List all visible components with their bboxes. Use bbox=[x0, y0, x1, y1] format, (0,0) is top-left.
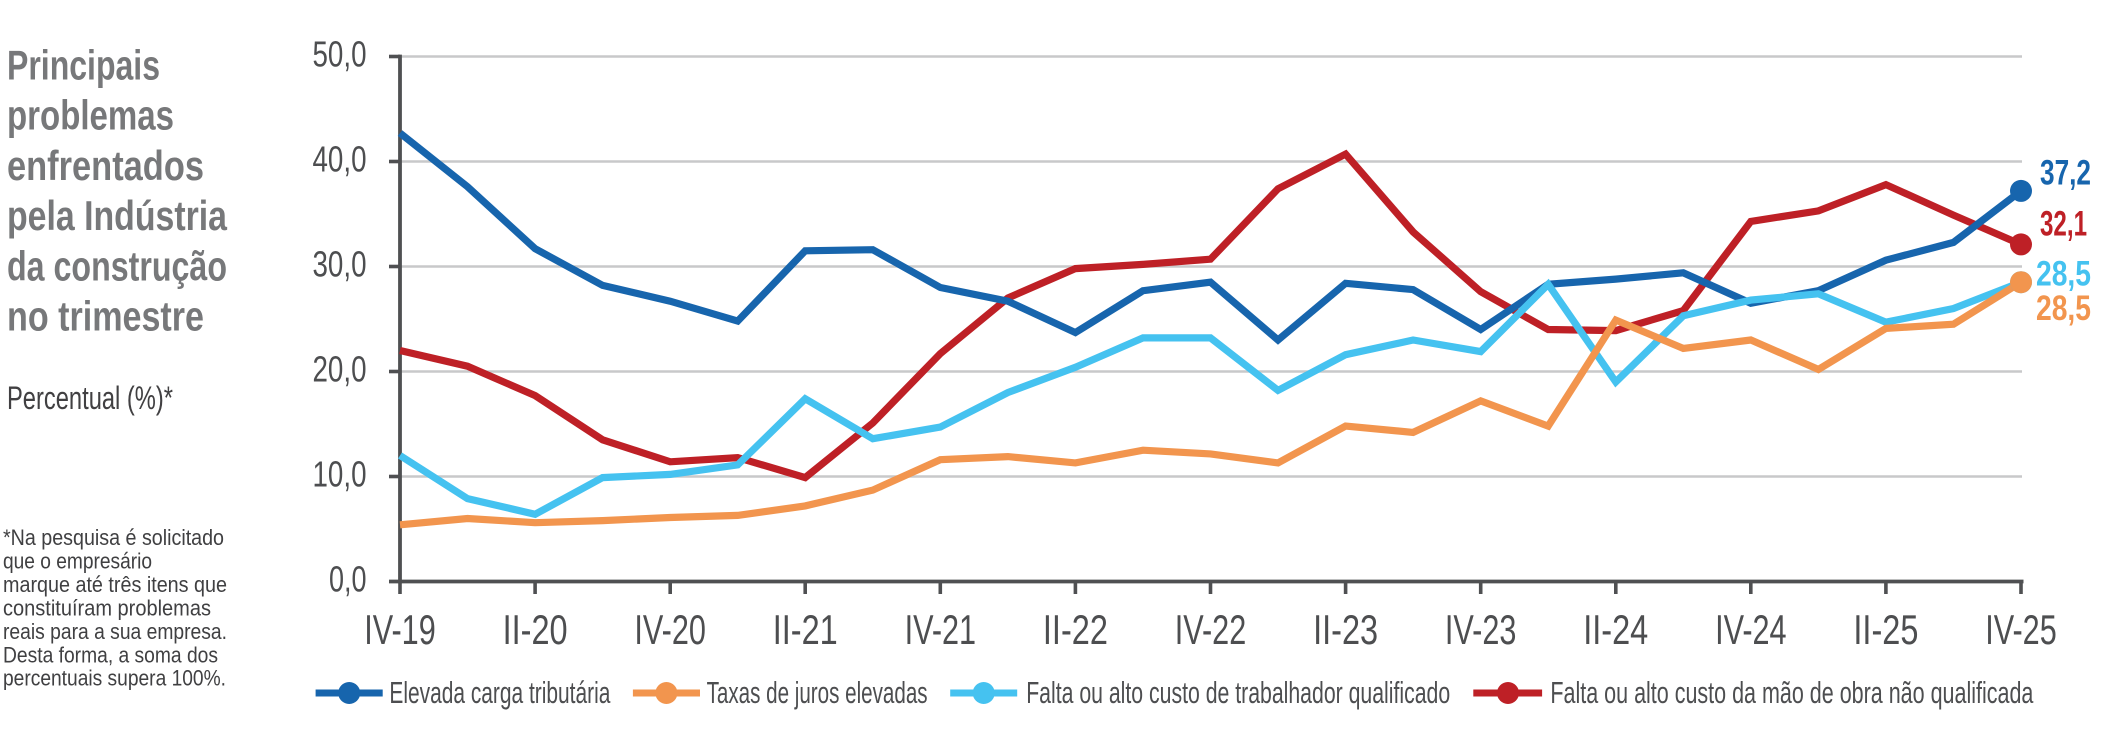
svg-text:II-20: II-20 bbox=[503, 606, 568, 653]
svg-text:Falta ou alto custo de trabalh: Falta ou alto custo de trabalhador quali… bbox=[1026, 676, 1450, 710]
svg-text:0,0: 0,0 bbox=[329, 559, 367, 600]
svg-text:marque até três itens que: marque até três itens que bbox=[3, 572, 227, 597]
svg-text:Falta ou alto custo da mão de: Falta ou alto custo da mão de obra não q… bbox=[1550, 676, 2033, 710]
svg-text:II-21: II-21 bbox=[773, 606, 838, 653]
svg-text:II-25: II-25 bbox=[1853, 606, 1918, 653]
svg-text:Principais: Principais bbox=[7, 41, 160, 88]
svg-text:II-24: II-24 bbox=[1583, 606, 1648, 653]
svg-text:40,0: 40,0 bbox=[313, 139, 367, 180]
svg-text:Taxas de juros elevadas: Taxas de juros elevadas bbox=[707, 676, 928, 710]
svg-text:no trimestre: no trimestre bbox=[7, 293, 204, 340]
svg-text:32,1: 32,1 bbox=[2040, 205, 2087, 244]
svg-text:percentuais supera 100%.: percentuais supera 100%. bbox=[3, 666, 226, 691]
svg-text:IV-21: IV-21 bbox=[905, 606, 977, 653]
svg-text:II-23: II-23 bbox=[1313, 606, 1378, 653]
svg-text:problemas: problemas bbox=[7, 92, 174, 139]
svg-text:Percentual (%)*: Percentual (%)* bbox=[7, 380, 173, 416]
svg-text:28,5: 28,5 bbox=[2036, 289, 2091, 328]
svg-text:IV-25: IV-25 bbox=[1985, 606, 2057, 653]
svg-text:da construção: da construção bbox=[7, 242, 227, 289]
svg-text:IV-24: IV-24 bbox=[1715, 606, 1787, 653]
svg-text:Elevada carga tributária: Elevada carga tributária bbox=[389, 676, 610, 710]
svg-text:enfrentados: enfrentados bbox=[7, 142, 204, 189]
svg-text:50,0: 50,0 bbox=[313, 34, 367, 75]
svg-text:*Na pesquisa é solicitado: *Na pesquisa é solicitado bbox=[3, 525, 224, 550]
svg-text:reais para a sua empresa.: reais para a sua empresa. bbox=[3, 619, 227, 644]
svg-text:28,5: 28,5 bbox=[2036, 254, 2091, 293]
svg-text:IV-22: IV-22 bbox=[1175, 606, 1247, 653]
svg-text:II-22: II-22 bbox=[1043, 606, 1108, 653]
svg-text:Desta forma, a soma dos: Desta forma, a soma dos bbox=[3, 642, 218, 667]
svg-text:pela Indústria: pela Indústria bbox=[7, 192, 228, 239]
svg-text:30,0: 30,0 bbox=[313, 244, 367, 285]
svg-text:10,0: 10,0 bbox=[313, 454, 367, 495]
svg-text:20,0: 20,0 bbox=[313, 349, 367, 390]
svg-text:IV-23: IV-23 bbox=[1445, 606, 1517, 653]
svg-text:constituíram problemas: constituíram problemas bbox=[3, 595, 211, 620]
svg-text:37,2: 37,2 bbox=[2040, 153, 2091, 192]
svg-text:IV-19: IV-19 bbox=[364, 606, 436, 653]
svg-text:que o empresário: que o empresário bbox=[3, 548, 152, 573]
svg-text:IV-20: IV-20 bbox=[634, 606, 706, 653]
